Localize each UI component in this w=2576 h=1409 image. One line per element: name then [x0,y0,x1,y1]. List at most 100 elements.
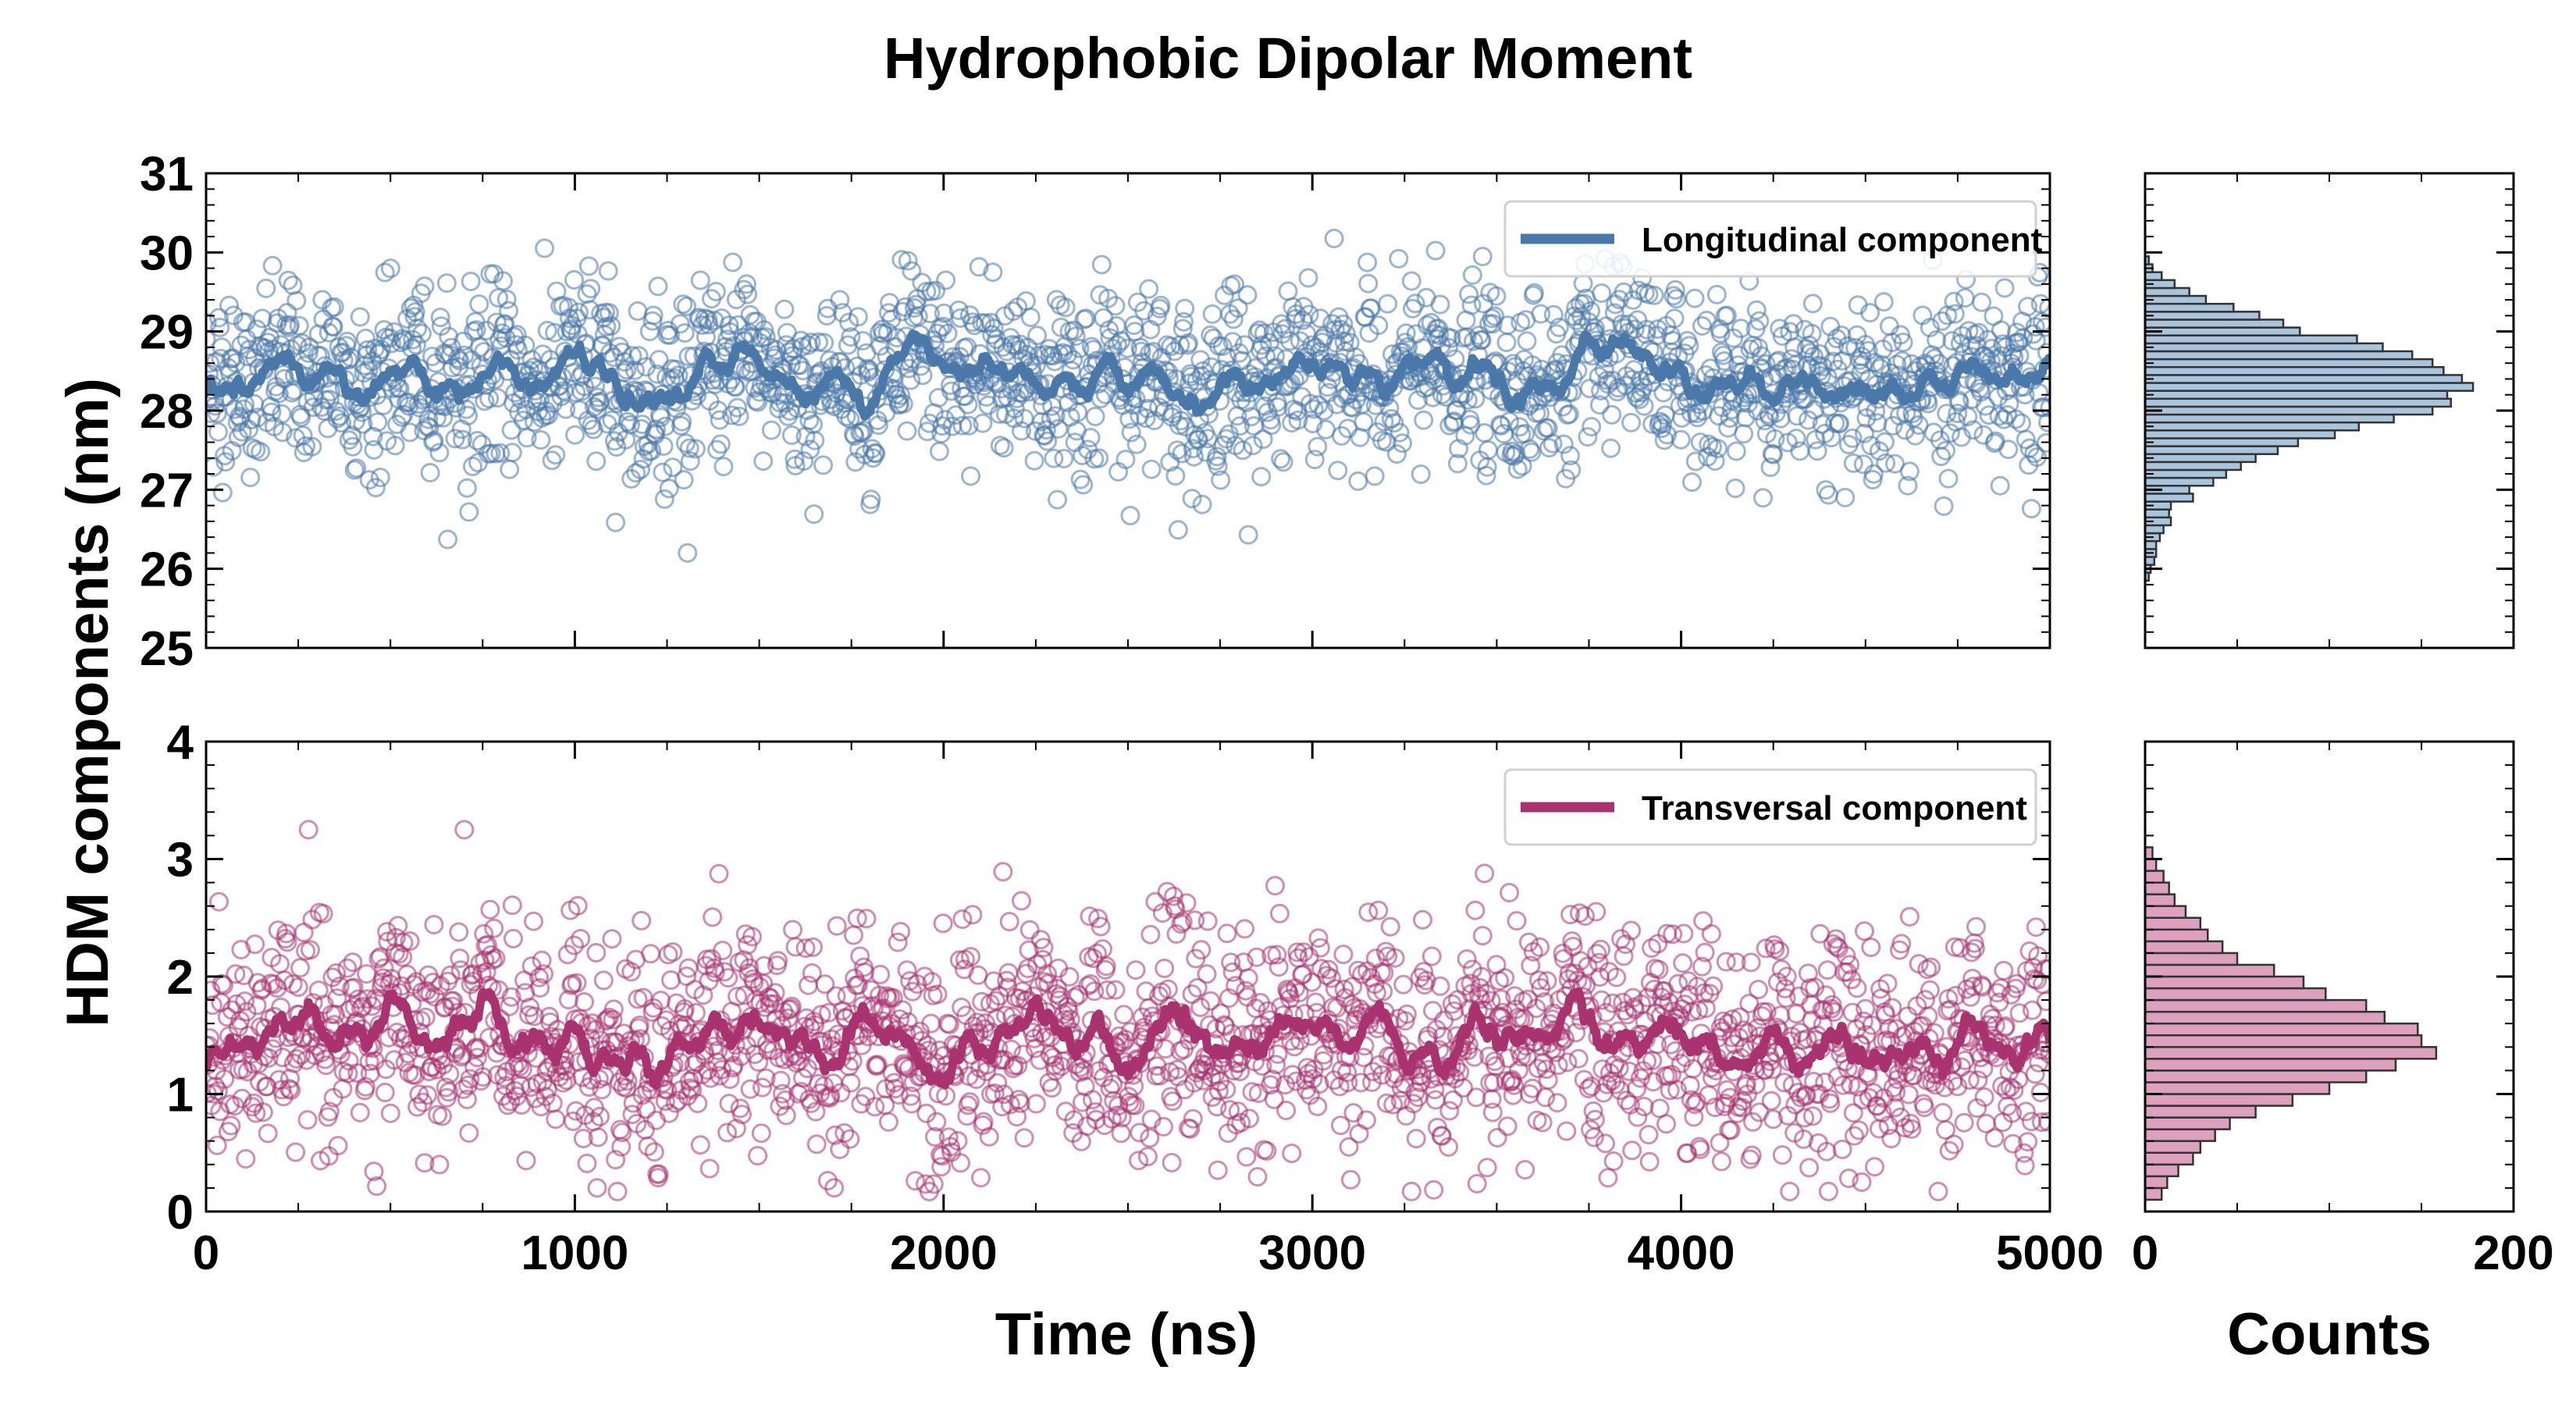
data-point [1798,410,1818,430]
data-point [1368,315,1389,336]
data-point [1197,964,1217,984]
histogram-bar [2144,429,2336,439]
data-point [1430,976,1450,996]
data-point [1598,1168,1618,1188]
data-point [753,1077,772,1098]
data-point [1882,998,1902,1018]
data-point [1507,371,1527,391]
data-point [1139,279,1159,299]
data-point [1549,317,1569,337]
data-point [1624,319,1645,340]
data-point [946,405,966,425]
data-point [1183,439,1203,459]
data-point [1892,350,1912,371]
data-point [370,947,390,967]
data-point [272,1048,293,1068]
data-point [971,1168,991,1188]
data-point [1639,1151,1660,1172]
data-point [1066,326,1086,347]
data-point [870,985,890,1005]
data-point [1479,1046,1500,1066]
data-point [824,1178,845,1198]
data-point [1471,966,1492,987]
data-point [454,1079,474,1099]
data-point [1663,924,1683,945]
data-point [672,411,692,432]
data-point [1413,338,1432,358]
data-point [240,468,261,488]
data-point [1339,1137,1359,1157]
histogram-bar [2144,539,2158,550]
data-point [887,328,907,348]
data-point [1667,289,1686,309]
data-point [364,439,384,460]
data-point [1368,900,1389,920]
data-point [678,543,698,563]
data-point [735,985,755,1005]
data-point [952,909,973,929]
data-point [1936,440,1955,461]
data-point [1543,304,1564,325]
data-point [1413,909,1432,930]
data-point [209,891,229,912]
data-point [703,907,723,927]
data-point [530,978,550,998]
data-point [1876,453,1896,473]
data-point [1685,288,1705,308]
data-point [1024,450,1044,471]
bottom_hist-xtick-label: 0 [2132,1226,2158,1280]
data-point [500,459,520,479]
data-point [1273,452,1293,472]
data-point [535,238,555,258]
data-point [368,412,388,432]
data-point [531,1097,551,1117]
data-point [460,1069,480,1089]
data-point [776,1105,796,1126]
data-point [778,1008,799,1028]
data-point [1318,959,1339,980]
data-point [1470,977,1490,998]
data-point [1100,1078,1120,1098]
data-point [480,264,500,284]
legend-label: Transversal component [1642,789,2027,827]
data-point [1856,1025,1877,1045]
data-point [2036,991,2050,1012]
data-point [1045,406,1066,426]
data-point [929,441,949,461]
data-point [1447,454,1468,474]
histogram-bar [2144,461,2242,471]
data-point [1167,1059,1187,1080]
data-point [1083,340,1104,360]
data-point [1820,1093,1841,1113]
data-point [1276,318,1295,339]
data-point [490,443,511,463]
data-point [1802,323,1822,343]
data-point [1507,459,1528,479]
data-point [690,1135,710,1155]
data-point [1336,324,1356,343]
data-point [363,426,383,447]
data-point [1497,1116,1517,1137]
data-point [1475,863,1495,884]
data-point [742,927,762,947]
data-point [1465,900,1485,920]
data-point [1802,1106,1823,1126]
data-point [607,1181,628,1201]
data-point [463,457,482,476]
data-point [1308,1096,1328,1116]
data-point [578,256,599,276]
data-point [210,318,230,337]
data-point [332,413,352,433]
data-point [952,415,973,436]
data-point [1920,980,1940,1000]
data-point [1019,940,1039,960]
data-point [765,983,785,1003]
data-point [358,360,379,380]
data-point [1830,413,1850,433]
data-point [1036,420,1056,440]
data-point [1756,938,1776,959]
data-point [1279,331,1300,351]
data-point [1136,408,1156,429]
data-point [1482,1102,1503,1123]
